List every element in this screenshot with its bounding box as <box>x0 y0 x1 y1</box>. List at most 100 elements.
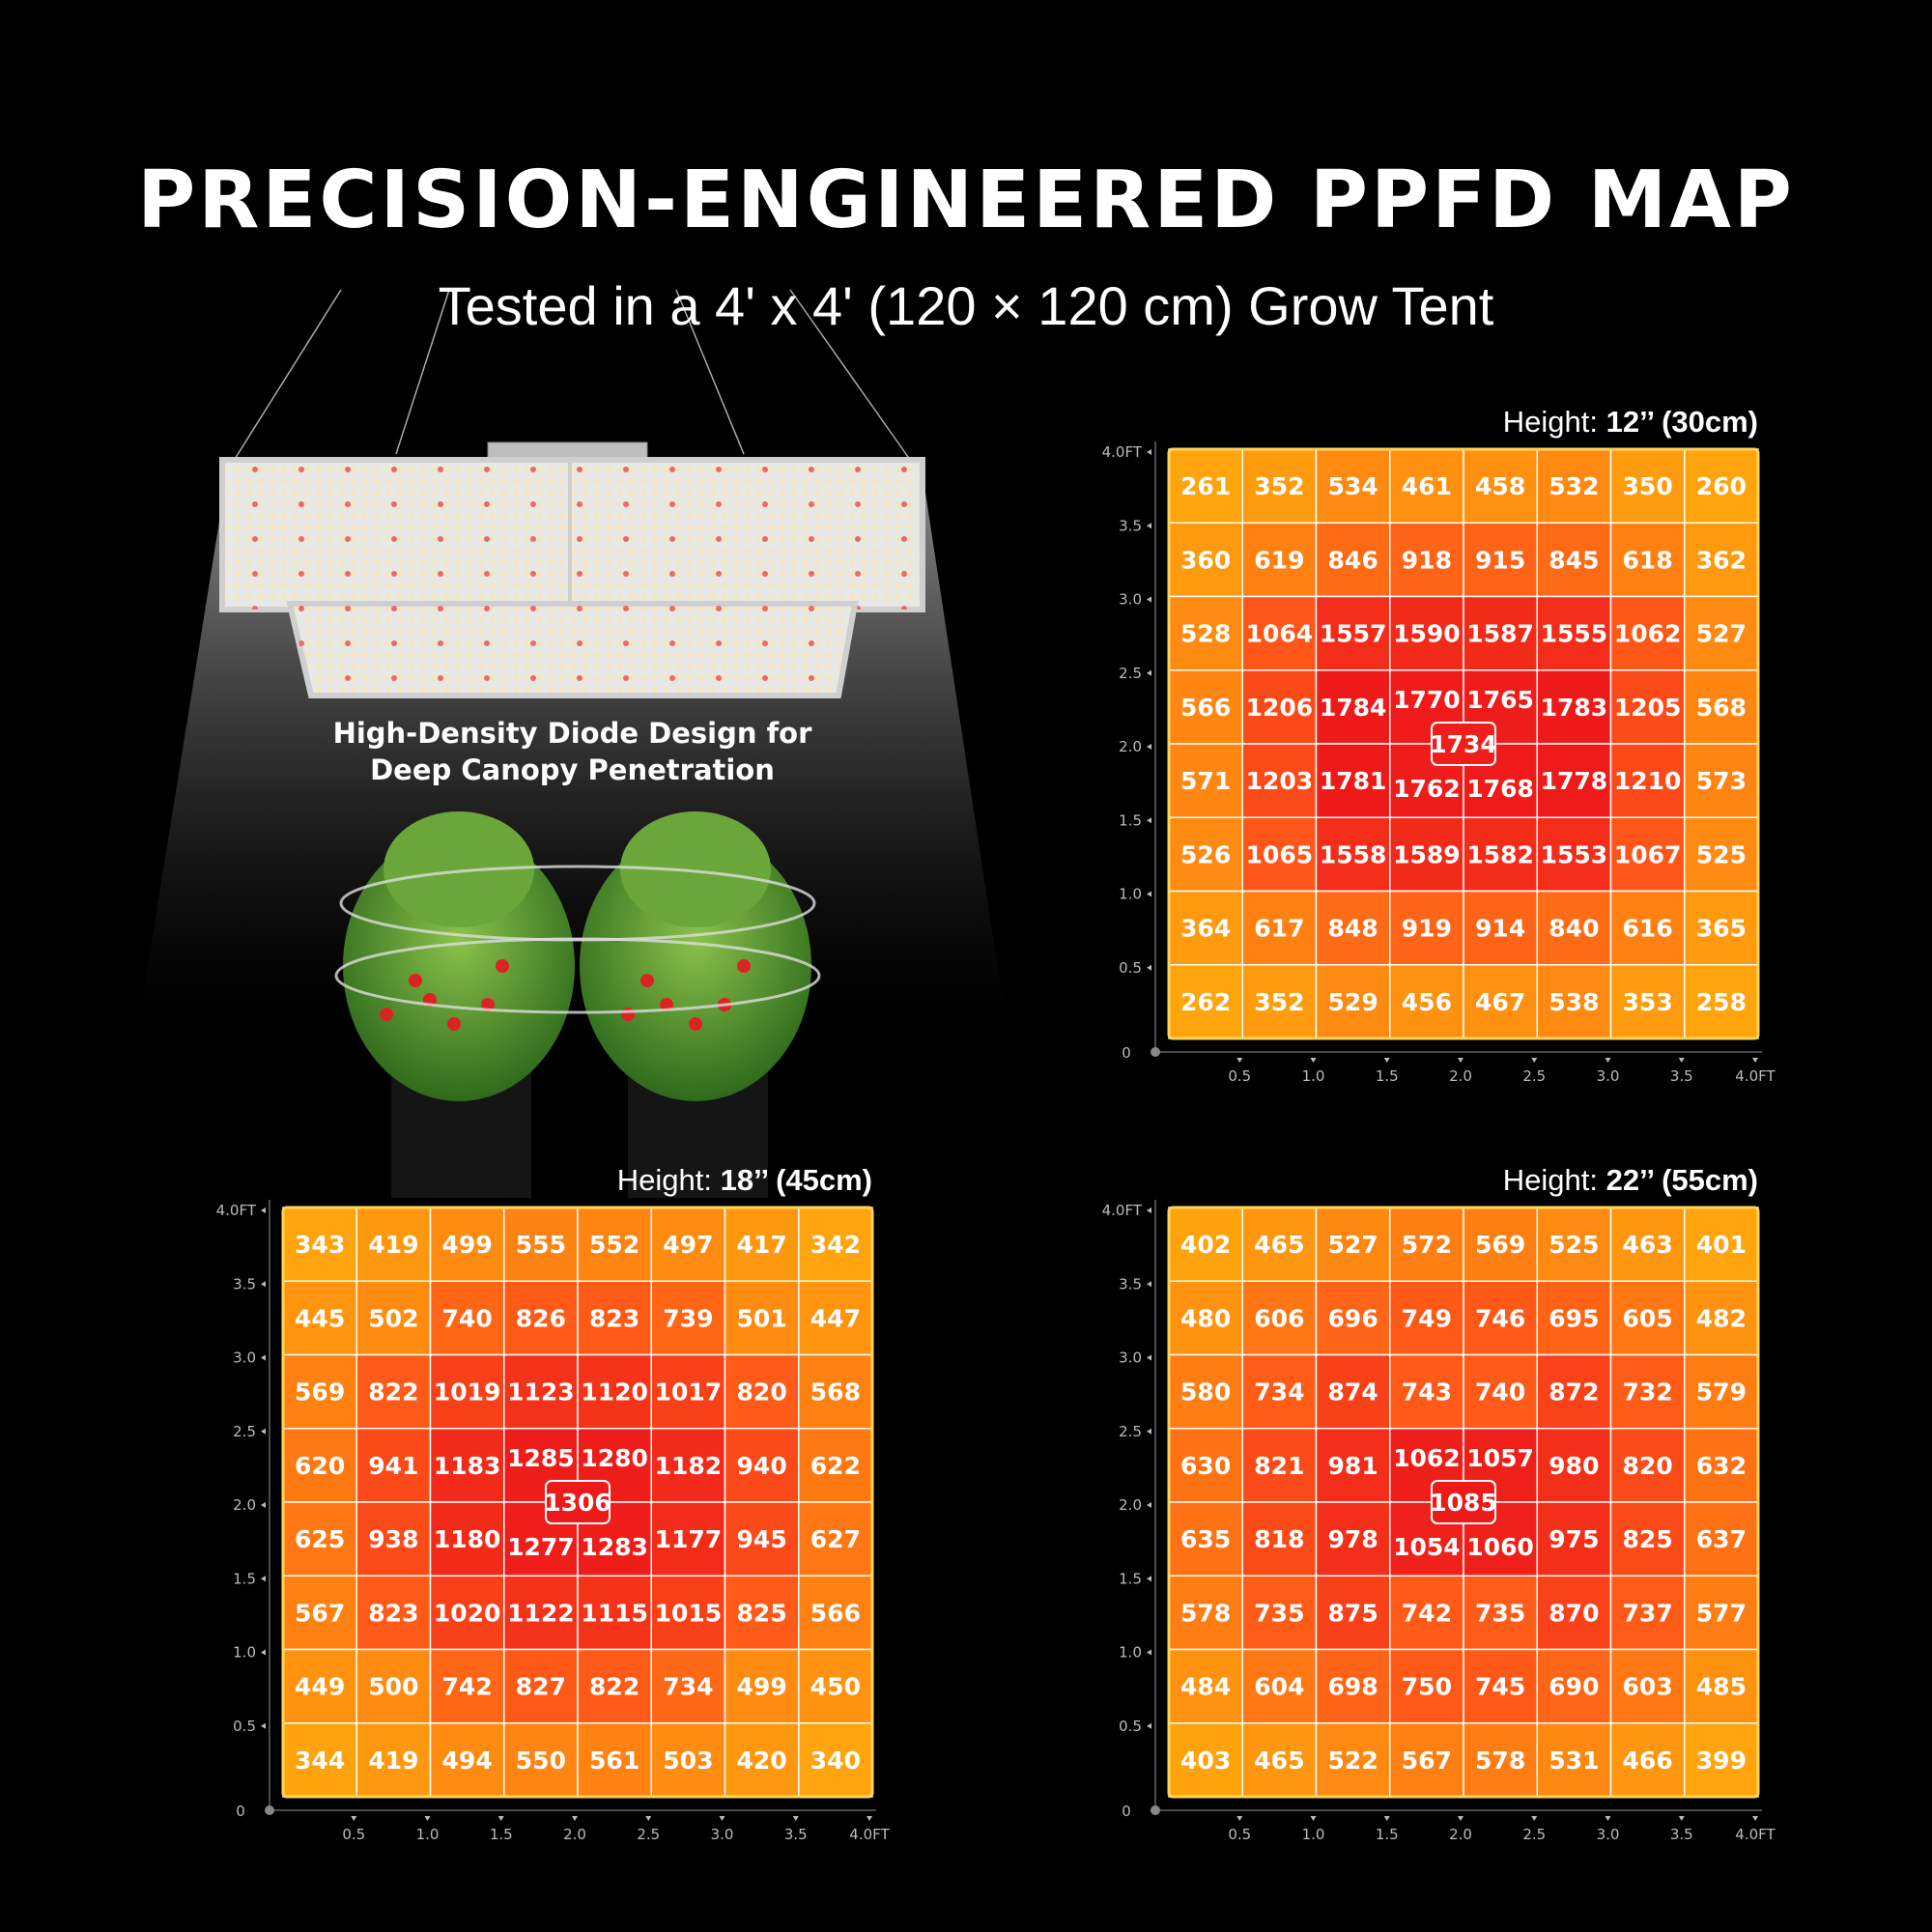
cell-value: 635 <box>1180 1525 1231 1553</box>
heatmap-cell <box>1684 743 1759 818</box>
y-tick-marker <box>261 1208 266 1213</box>
height-label: Height: 22’’ (55cm) <box>1503 1163 1758 1197</box>
cell-value: 445 <box>295 1304 345 1332</box>
heatmap-border <box>281 1206 874 1799</box>
cell-value: 820 <box>737 1378 787 1406</box>
cell-value: 875 <box>1328 1599 1378 1627</box>
cell-value: 261 <box>1180 472 1231 500</box>
heatmap-cell <box>1536 1280 1612 1356</box>
diode-caption: High-Density Diode Design for Deep Canop… <box>290 715 855 788</box>
heatmap-3: Height: 22’’ (55cm) 402 465 527 572 569 525 463… <box>1102 1163 1776 1843</box>
heatmap-cell <box>1241 669 1318 745</box>
cell-value: 403 <box>1180 1747 1231 1775</box>
x-tick-marker <box>1605 1816 1611 1821</box>
heatmap-cell <box>1684 1575 1759 1651</box>
heatmap-cell <box>1315 1353 1391 1430</box>
cell-value: 630 <box>1180 1452 1231 1480</box>
cell-value: 742 <box>442 1673 493 1701</box>
x-tick-marker <box>1383 1058 1390 1063</box>
heatmap-2: Height: 18’’ (45cm) 343 419 499 555 552 497 417… <box>216 1163 891 1843</box>
cell-value: 352 <box>1254 988 1304 1016</box>
heatmap-cell <box>650 1428 726 1503</box>
cell-value: 344 <box>295 1747 345 1775</box>
cell-value: 579 <box>1696 1378 1747 1406</box>
y-tick-marker <box>1147 744 1151 750</box>
y-tick-label: 4.0FT <box>1102 443 1143 461</box>
cell-value: 571 <box>1180 767 1231 795</box>
heatmap-cell <box>798 1353 873 1430</box>
heatmap-cell <box>1241 1648 1318 1724</box>
heatmap-cell <box>1389 1280 1464 1356</box>
x-tick-label: 0.5 <box>1228 1067 1251 1085</box>
heatmap-cell <box>1609 669 1686 745</box>
heatmap-cell <box>1389 816 1464 893</box>
heatmap-cell <box>724 1428 800 1503</box>
heatmap-cell <box>724 1722 800 1798</box>
cell-value: 940 <box>737 1452 787 1480</box>
cell-value: 737 <box>1623 1599 1673 1627</box>
center-value: 1734 <box>1430 730 1497 758</box>
cell-value: 695 <box>1548 1304 1599 1332</box>
heatmap-cell <box>1389 1648 1464 1724</box>
heatmap-cell <box>1463 522 1538 598</box>
cell-value: 340 <box>810 1747 861 1775</box>
hanging-wire <box>395 289 450 455</box>
center-value: 1306 <box>544 1489 611 1517</box>
cell-value: 735 <box>1254 1599 1304 1627</box>
plant-right <box>580 811 811 1198</box>
cell-value: 605 <box>1623 1304 1673 1332</box>
cell-value: 632 <box>1696 1452 1747 1480</box>
cell-value: 732 <box>1623 1378 1673 1406</box>
x-tick-label: 3.0 <box>711 1826 734 1843</box>
cell-value: 484 <box>1180 1673 1231 1701</box>
heatmap-cell <box>1463 964 1538 1039</box>
cell-value: 978 <box>1328 1525 1378 1553</box>
heatmap-cell <box>355 1207 432 1282</box>
x-tick-label: 2.5 <box>1522 1067 1546 1085</box>
cell-value: 567 <box>295 1599 345 1627</box>
y-tick-marker <box>261 1281 266 1288</box>
cell-value: 1064 <box>1246 620 1314 648</box>
cell-value: 499 <box>737 1673 787 1701</box>
cell-value: 463 <box>1623 1231 1673 1259</box>
cell-value: 619 <box>1254 546 1304 574</box>
cell-value: 818 <box>1254 1525 1304 1553</box>
heatmap-cell <box>355 1501 432 1577</box>
y-tick-label: 3.5 <box>1119 517 1142 534</box>
cell-value: 1783 <box>1541 694 1608 722</box>
y-tick-marker <box>261 1502 266 1508</box>
x-tick-label: 2.0 <box>1449 1067 1472 1085</box>
center-value-box <box>1431 722 1496 766</box>
cell-value: 1768 <box>1466 775 1534 803</box>
cell-value: 362 <box>1696 546 1747 574</box>
cell-value: 845 <box>1548 546 1599 574</box>
heatmap-border <box>1167 447 1760 1040</box>
cell-value: 1177 <box>655 1525 723 1553</box>
cell-value: 566 <box>1180 694 1231 722</box>
cell-value: 617 <box>1254 915 1304 943</box>
cell-value: 566 <box>810 1599 861 1627</box>
heatmap-cell <box>1463 1353 1538 1430</box>
cell-value: 1558 <box>1320 840 1387 868</box>
heatmap-cell <box>724 1575 800 1651</box>
y-tick-marker <box>261 1428 266 1435</box>
cell-value: 742 <box>1402 1599 1452 1627</box>
heatmap-cell <box>1609 1280 1686 1356</box>
cell-value: 740 <box>1475 1378 1525 1406</box>
heatmap-1: Height: 12’’ (30cm) 261 352 534 461 458 532 350… <box>1102 405 1776 1085</box>
x-tick-label: 2.5 <box>1522 1826 1546 1843</box>
cell-value: 1587 <box>1466 620 1534 648</box>
cell-value: 743 <box>1402 1378 1452 1406</box>
heatmap-cell <box>1168 1648 1243 1724</box>
cell-value: 822 <box>589 1673 639 1701</box>
cell-value: 821 <box>1254 1452 1304 1480</box>
y-tick-label: 1.0 <box>1119 1644 1142 1662</box>
heatmap-cell <box>1241 1207 1318 1282</box>
heatmap-cell <box>1463 595 1538 671</box>
cell-value: 401 <box>1696 1231 1747 1259</box>
x-tick-label: 1.5 <box>1376 1826 1399 1843</box>
cell-value: 698 <box>1328 1673 1378 1701</box>
cell-value: 1762 <box>1393 775 1461 803</box>
cell-value: 467 <box>1475 988 1525 1016</box>
cell-value: 620 <box>295 1452 345 1480</box>
